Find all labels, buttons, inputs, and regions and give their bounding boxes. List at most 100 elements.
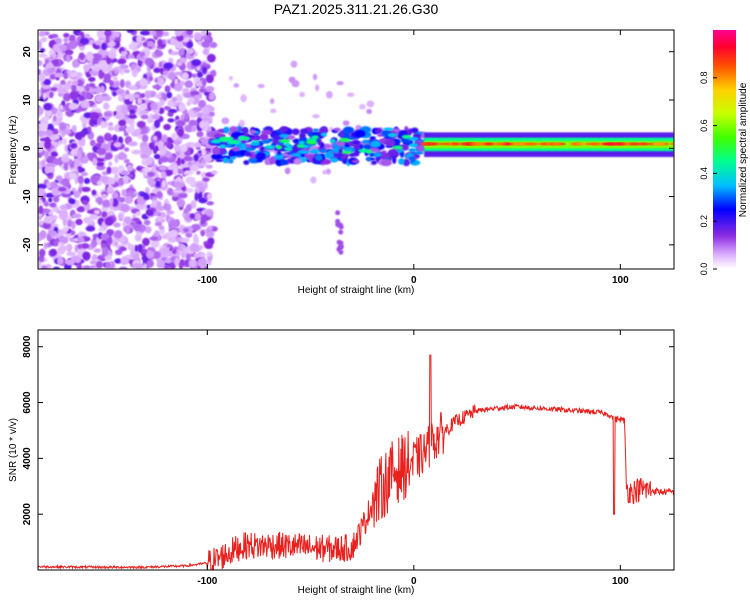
spectrogram-noise-blob	[189, 243, 199, 252]
spectrogram-noise-blob	[312, 114, 320, 119]
spectrogram-noise-blob	[109, 197, 114, 206]
spectrogram-noise-blob	[193, 233, 199, 242]
spectrogram-noise-blob	[89, 111, 100, 121]
spectrogram-noise-blob	[172, 248, 177, 255]
spectrogram-noise-blob	[111, 191, 119, 200]
spectrogram-band-highlight	[366, 149, 373, 154]
spectrogram-tone-peak	[576, 142, 589, 146]
spectrogram-noise-blob	[205, 38, 213, 43]
spectrogram-band-blob	[370, 140, 382, 148]
spectrogram-noise-blob	[126, 30, 135, 34]
spectrogram-noise-blob	[194, 192, 199, 202]
spectrogram-noise-blob	[174, 30, 183, 37]
spectrogram-noise-blob	[78, 138, 86, 147]
spectrogram-noise-blob	[137, 97, 143, 105]
spectrogram-band-blob	[277, 150, 282, 156]
spectrogram-noise-blob	[167, 112, 173, 117]
spectrogram-noise-blob	[204, 155, 212, 164]
spectrogram-noise-blob	[127, 85, 138, 91]
spectrogram-noise-blob	[74, 132, 81, 139]
spectrogram-noise-blob	[93, 248, 102, 253]
spectrogram-noise-blob	[78, 31, 85, 37]
spectrogram-noise-blob	[336, 81, 344, 86]
spectrogram-noise-blob	[128, 43, 137, 51]
spectrogram-band-highlight	[408, 143, 419, 148]
spectrogram-band-highlight	[320, 148, 327, 153]
spectrogram-noise-blob	[150, 239, 160, 249]
spectrogram-tone-peak	[569, 142, 578, 146]
spectrogram-noise-blob	[192, 107, 203, 112]
spectrogram-tone-peak	[630, 142, 637, 146]
spectrogram-noise-blob	[80, 100, 90, 109]
spectrogram-x-ticks: -100 0 100	[197, 30, 629, 286]
colorbar: 0.0 0.2 0.4 0.6 0.8 Normalized spectral ampl…	[699, 30, 749, 275]
spectrogram-outlier-blob	[336, 246, 342, 252]
spectrogram-noise-blob	[76, 79, 84, 87]
spectrogram-band-blob	[374, 128, 383, 134]
spectrogram-band-blob	[243, 160, 250, 165]
spectrogram-noise-blob	[50, 87, 58, 92]
spectrogram-noise-blob	[191, 73, 198, 78]
spectrogram-noise-blob	[118, 214, 123, 220]
spectrogram-noise-blob	[58, 122, 67, 131]
spectrogram-noise-blob	[100, 233, 110, 240]
spectrogram-noise-blob	[154, 230, 160, 236]
spectrogram-noise-blob	[144, 226, 152, 234]
spectrogram-noise-blob	[61, 129, 72, 135]
spectrogram-noise-blob	[158, 61, 163, 68]
spectrogram-noise-blob	[201, 66, 208, 75]
spectrogram-noise-blob	[205, 85, 215, 93]
spectrogram-noise-blob	[61, 178, 70, 187]
spectrogram-noise-blob	[191, 223, 201, 231]
spectrogram-noise-blob	[77, 151, 82, 159]
spectrogram-frame	[37, 29, 675, 270]
spectrogram-noise-blob	[94, 94, 105, 104]
spectrogram-band-blob	[259, 133, 269, 141]
spectrogram-noise-blob	[169, 262, 176, 269]
spectrogram-band-blob	[240, 139, 247, 145]
spectrogram-band-blob	[331, 153, 343, 157]
spectrogram-noise-blob	[59, 44, 68, 52]
snr-ytick-label: 8000	[22, 335, 33, 358]
spectrogram-noise-blob	[183, 228, 189, 233]
spectrogram-noise-blob	[43, 201, 50, 207]
spectrogram-noise-blob	[162, 70, 169, 76]
spectrogram-band-blob	[402, 158, 411, 167]
spectrogram-noise-blob	[175, 94, 183, 103]
spectrogram-noise-blob	[66, 50, 73, 56]
spectrogram-noise-blob	[174, 83, 183, 92]
spectrogram-noise-blob	[103, 73, 111, 82]
spectrogram-noise-blob	[202, 78, 207, 86]
spectrogram-noise-blob	[206, 192, 213, 200]
spectrogram-noise-blob	[188, 119, 198, 127]
spectrogram-noise-blob	[150, 102, 159, 110]
spectrogram-noise-blob	[61, 192, 72, 198]
spectrogram-noise-blob	[135, 211, 141, 216]
spectrogram-noise-blob	[161, 31, 170, 37]
spectrogram-noise-blob	[49, 202, 57, 208]
spectrogram-band-blob	[249, 129, 257, 134]
spectrogram-noise-blob	[103, 111, 113, 117]
spectrogram-xtick-label: 0	[411, 275, 417, 286]
spectrogram-noise-blob	[120, 106, 129, 115]
colorbar-tick-label: 0.4	[699, 167, 709, 180]
spectrogram-band-blob	[414, 153, 420, 159]
spectrogram-noise-blob	[197, 257, 207, 267]
spectrogram-noise-blob	[205, 208, 214, 217]
spectrogram-noise-blob	[174, 257, 180, 267]
spectrogram-noise-blob	[184, 188, 194, 193]
snr-panel: -100 0 100 2000 4000 6000 8000 Height of stra…	[8, 329, 675, 596]
spectrogram-noise-blob	[138, 125, 149, 135]
spectrogram-noise-blob	[71, 80, 79, 86]
spectrogram-noise-blob	[101, 42, 107, 51]
spectrogram-noise-blob	[89, 260, 97, 265]
spectrogram-noise-blob	[194, 187, 201, 195]
spectrogram-noise-blob	[38, 205, 44, 214]
spectrogram-band-blob	[278, 159, 289, 166]
spectrogram-band-blob	[299, 128, 309, 135]
spectrogram-noise-blob	[104, 261, 112, 269]
spectrogram-noise-blob	[166, 187, 174, 196]
spectrogram-noise-blob	[45, 165, 50, 175]
spectrogram-band-blob	[279, 126, 288, 133]
spectrogram-noise-blob	[148, 76, 154, 82]
